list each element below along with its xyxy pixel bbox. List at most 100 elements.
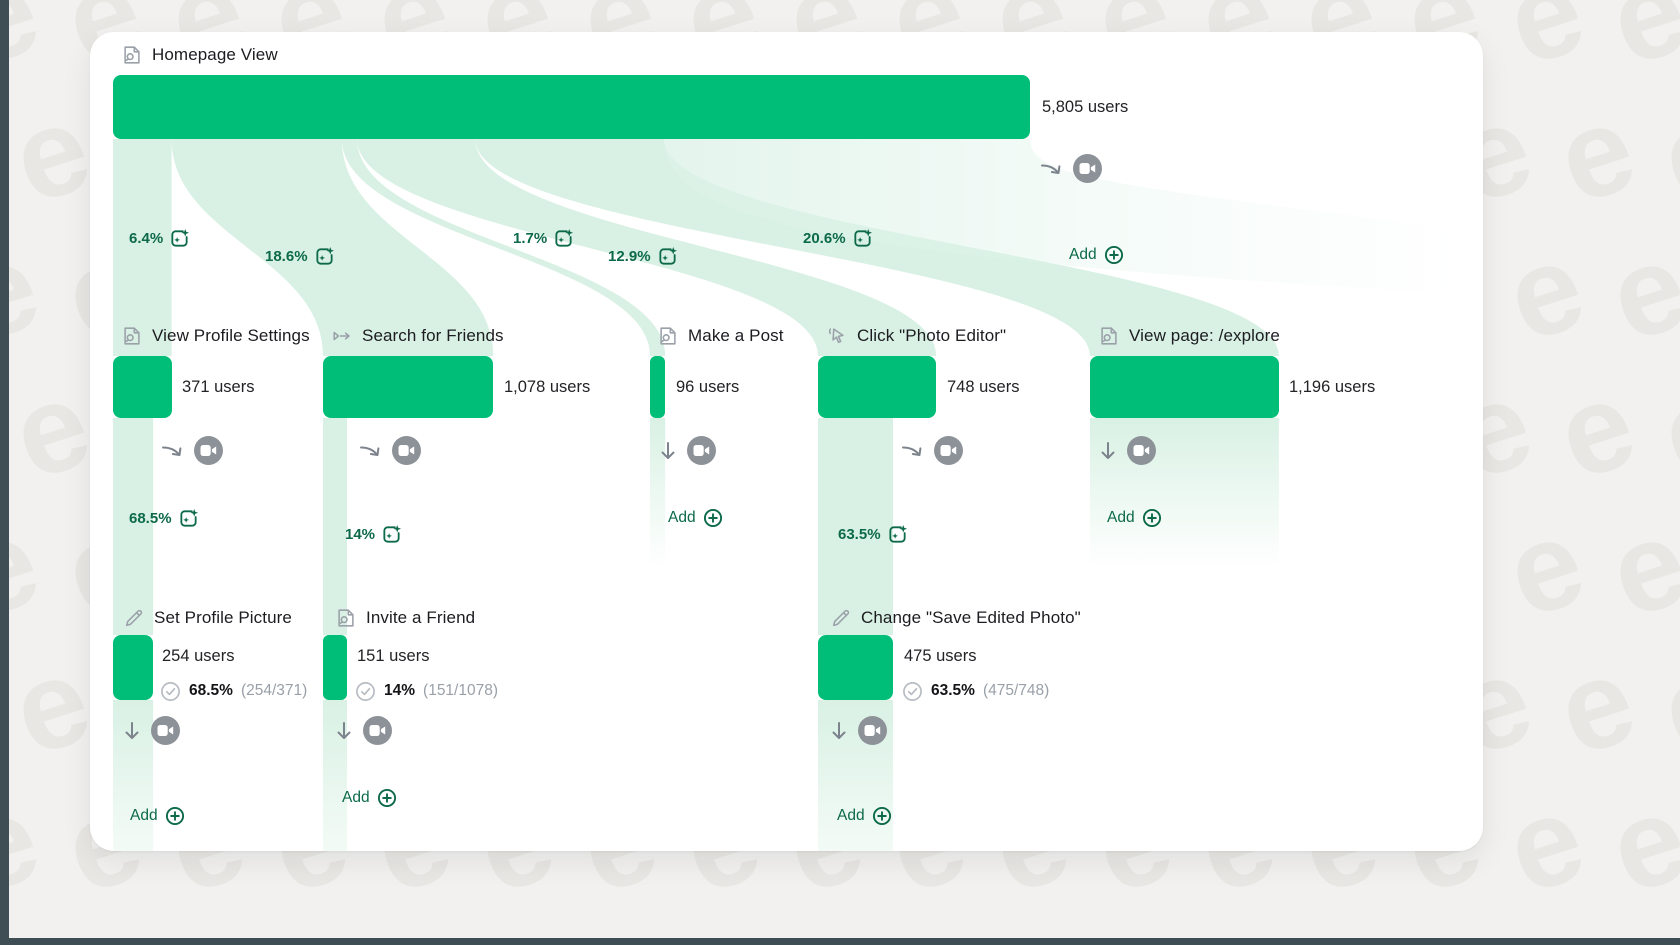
- ai-sparkle-icon[interactable]: [553, 228, 574, 249]
- add-step-button[interactable]: Add: [342, 786, 397, 810]
- node-controls-invite-a-friend: [334, 716, 392, 745]
- flow-label: 12.9%: [608, 244, 678, 268]
- flow-percent: 68.5%: [129, 509, 172, 527]
- add-step-button[interactable]: Add: [130, 804, 185, 828]
- session-recording-button[interactable]: [363, 716, 392, 745]
- node-bar-change-save-edited-photo[interactable]: [818, 635, 893, 700]
- down-arrow-icon: [122, 720, 142, 742]
- flow-label: 63.5%: [838, 522, 908, 546]
- flow-percent: 12.9%: [608, 247, 651, 265]
- node-bar-set-profile-picture[interactable]: [113, 635, 154, 700]
- check-circle-icon: [160, 681, 181, 702]
- flow-label: 20.6%: [803, 226, 873, 250]
- down-arrow-icon: [334, 720, 354, 742]
- add-label: Add: [837, 807, 865, 824]
- flow-label: 68.5%: [129, 506, 199, 530]
- flow-ribbons: [113, 139, 1460, 851]
- node-header-search-for-friends: Search for Friends: [331, 324, 504, 348]
- add-step-button[interactable]: Add: [1069, 243, 1124, 267]
- node-users-count: 5,805 users: [1042, 97, 1129, 116]
- session-recording-button[interactable]: [392, 436, 421, 465]
- node-bar-click-photo-editor[interactable]: [818, 356, 937, 418]
- node-header-make-a-post: Make a Post: [657, 324, 784, 348]
- node-users-count: 151 users: [357, 646, 430, 665]
- node-bar-invite-a-friend[interactable]: [323, 635, 347, 700]
- flow-label: 14%: [345, 522, 402, 546]
- conversion-stats: 63.5% (475/748): [902, 679, 1049, 703]
- down-arrow-icon: [1098, 440, 1118, 462]
- node-title: Homepage View: [152, 45, 278, 64]
- ai-sparkle-icon[interactable]: [887, 524, 908, 545]
- screen-edge-left: [0, 0, 9, 945]
- add-label: Add: [1107, 509, 1135, 526]
- session-recording-button[interactable]: [1073, 154, 1102, 183]
- node-header-homepage-view: Homepage View: [121, 43, 278, 67]
- curved-arrow-icon: [161, 441, 185, 461]
- node-bar-view-profile-settings[interactable]: [113, 356, 172, 418]
- flow-percent: 6.4%: [129, 229, 164, 247]
- add-step-button[interactable]: Add: [1107, 506, 1162, 530]
- node-bar-search-for-friends[interactable]: [323, 356, 494, 418]
- ai-sparkle-icon[interactable]: [381, 524, 402, 545]
- down-arrow-icon: [829, 720, 849, 742]
- node-users-count: 748 users: [947, 377, 1020, 396]
- node-controls-make-a-post: [658, 436, 716, 465]
- session-recording-button[interactable]: [687, 436, 716, 465]
- node-title: Search for Friends: [362, 326, 504, 345]
- ai-sparkle-icon[interactable]: [169, 228, 190, 249]
- node-users-count: 96 users: [676, 377, 740, 396]
- node-users-count: 371 users: [182, 377, 255, 396]
- add-label: Add: [668, 509, 696, 526]
- plus-circle-icon: [872, 806, 892, 826]
- node-bar-view-page-explore[interactable]: [1090, 356, 1279, 418]
- conversion-fraction: (151/1078): [423, 682, 499, 699]
- ai-sparkle-icon[interactable]: [314, 246, 335, 267]
- session-recording-button[interactable]: [858, 716, 887, 745]
- node-controls-homepage-view: [1040, 154, 1102, 183]
- check-circle-icon: [902, 681, 923, 702]
- conversion-stats: 68.5% (254/371): [160, 679, 307, 703]
- node-users-count: 1,078 users: [504, 377, 591, 396]
- session-recording-button[interactable]: [1127, 436, 1156, 465]
- node-header-invite-a-friend: Invite a Friend: [335, 606, 475, 630]
- ai-sparkle-icon[interactable]: [178, 508, 199, 529]
- cursor-click-icon: [826, 325, 848, 347]
- node-header-set-profile-picture: Set Profile Picture: [123, 606, 292, 630]
- node-bar-homepage-view[interactable]: [113, 75, 1030, 139]
- conversion-percent: 14%: [384, 682, 416, 699]
- conversion-percent: 68.5%: [189, 682, 233, 699]
- flow-percent: 1.7%: [513, 229, 548, 247]
- ai-sparkle-icon[interactable]: [657, 246, 678, 267]
- node-users-count: 475 users: [904, 646, 977, 665]
- screen-edge-bottom: [0, 938, 1680, 945]
- user-flow-canvas: Homepage View 5,805 users 6.4% 18.6%: [90, 32, 1483, 851]
- node-header-view-page-explore: View page: /explore: [1098, 324, 1280, 348]
- add-step-button[interactable]: Add: [668, 506, 723, 530]
- node-bar-make-a-post[interactable]: [650, 356, 666, 418]
- session-recording-button[interactable]: [151, 716, 180, 745]
- add-step-button[interactable]: Add: [837, 804, 892, 828]
- node-controls-search-for-friends: [359, 436, 421, 465]
- session-recording-button[interactable]: [934, 436, 963, 465]
- session-recording-button[interactable]: [194, 436, 223, 465]
- event-arrow-icon: [331, 325, 353, 347]
- flow-label: 1.7%: [513, 226, 574, 250]
- plus-circle-icon: [165, 806, 185, 826]
- curved-arrow-icon: [901, 441, 925, 461]
- node-users-count: 1,196 users: [1289, 377, 1376, 396]
- flow-percent: 18.6%: [265, 247, 308, 265]
- node-controls-view-page-explore: [1098, 436, 1156, 465]
- node-controls-set-profile-picture: [122, 716, 180, 745]
- flow-percent: 20.6%: [803, 229, 846, 247]
- pageview-icon: [121, 325, 143, 347]
- conversion-percent: 63.5%: [931, 682, 975, 699]
- curved-arrow-icon: [1040, 159, 1064, 179]
- conversion-stats: 14% (151/1078): [355, 679, 498, 703]
- pageview-icon: [121, 44, 143, 66]
- node-title: Change "Save Edited Photo": [861, 608, 1081, 627]
- pencil-icon: [830, 607, 852, 629]
- node-title: View page: /explore: [1129, 326, 1280, 345]
- ai-sparkle-icon[interactable]: [852, 228, 873, 249]
- plus-circle-icon: [377, 788, 397, 808]
- pageview-icon: [335, 607, 357, 629]
